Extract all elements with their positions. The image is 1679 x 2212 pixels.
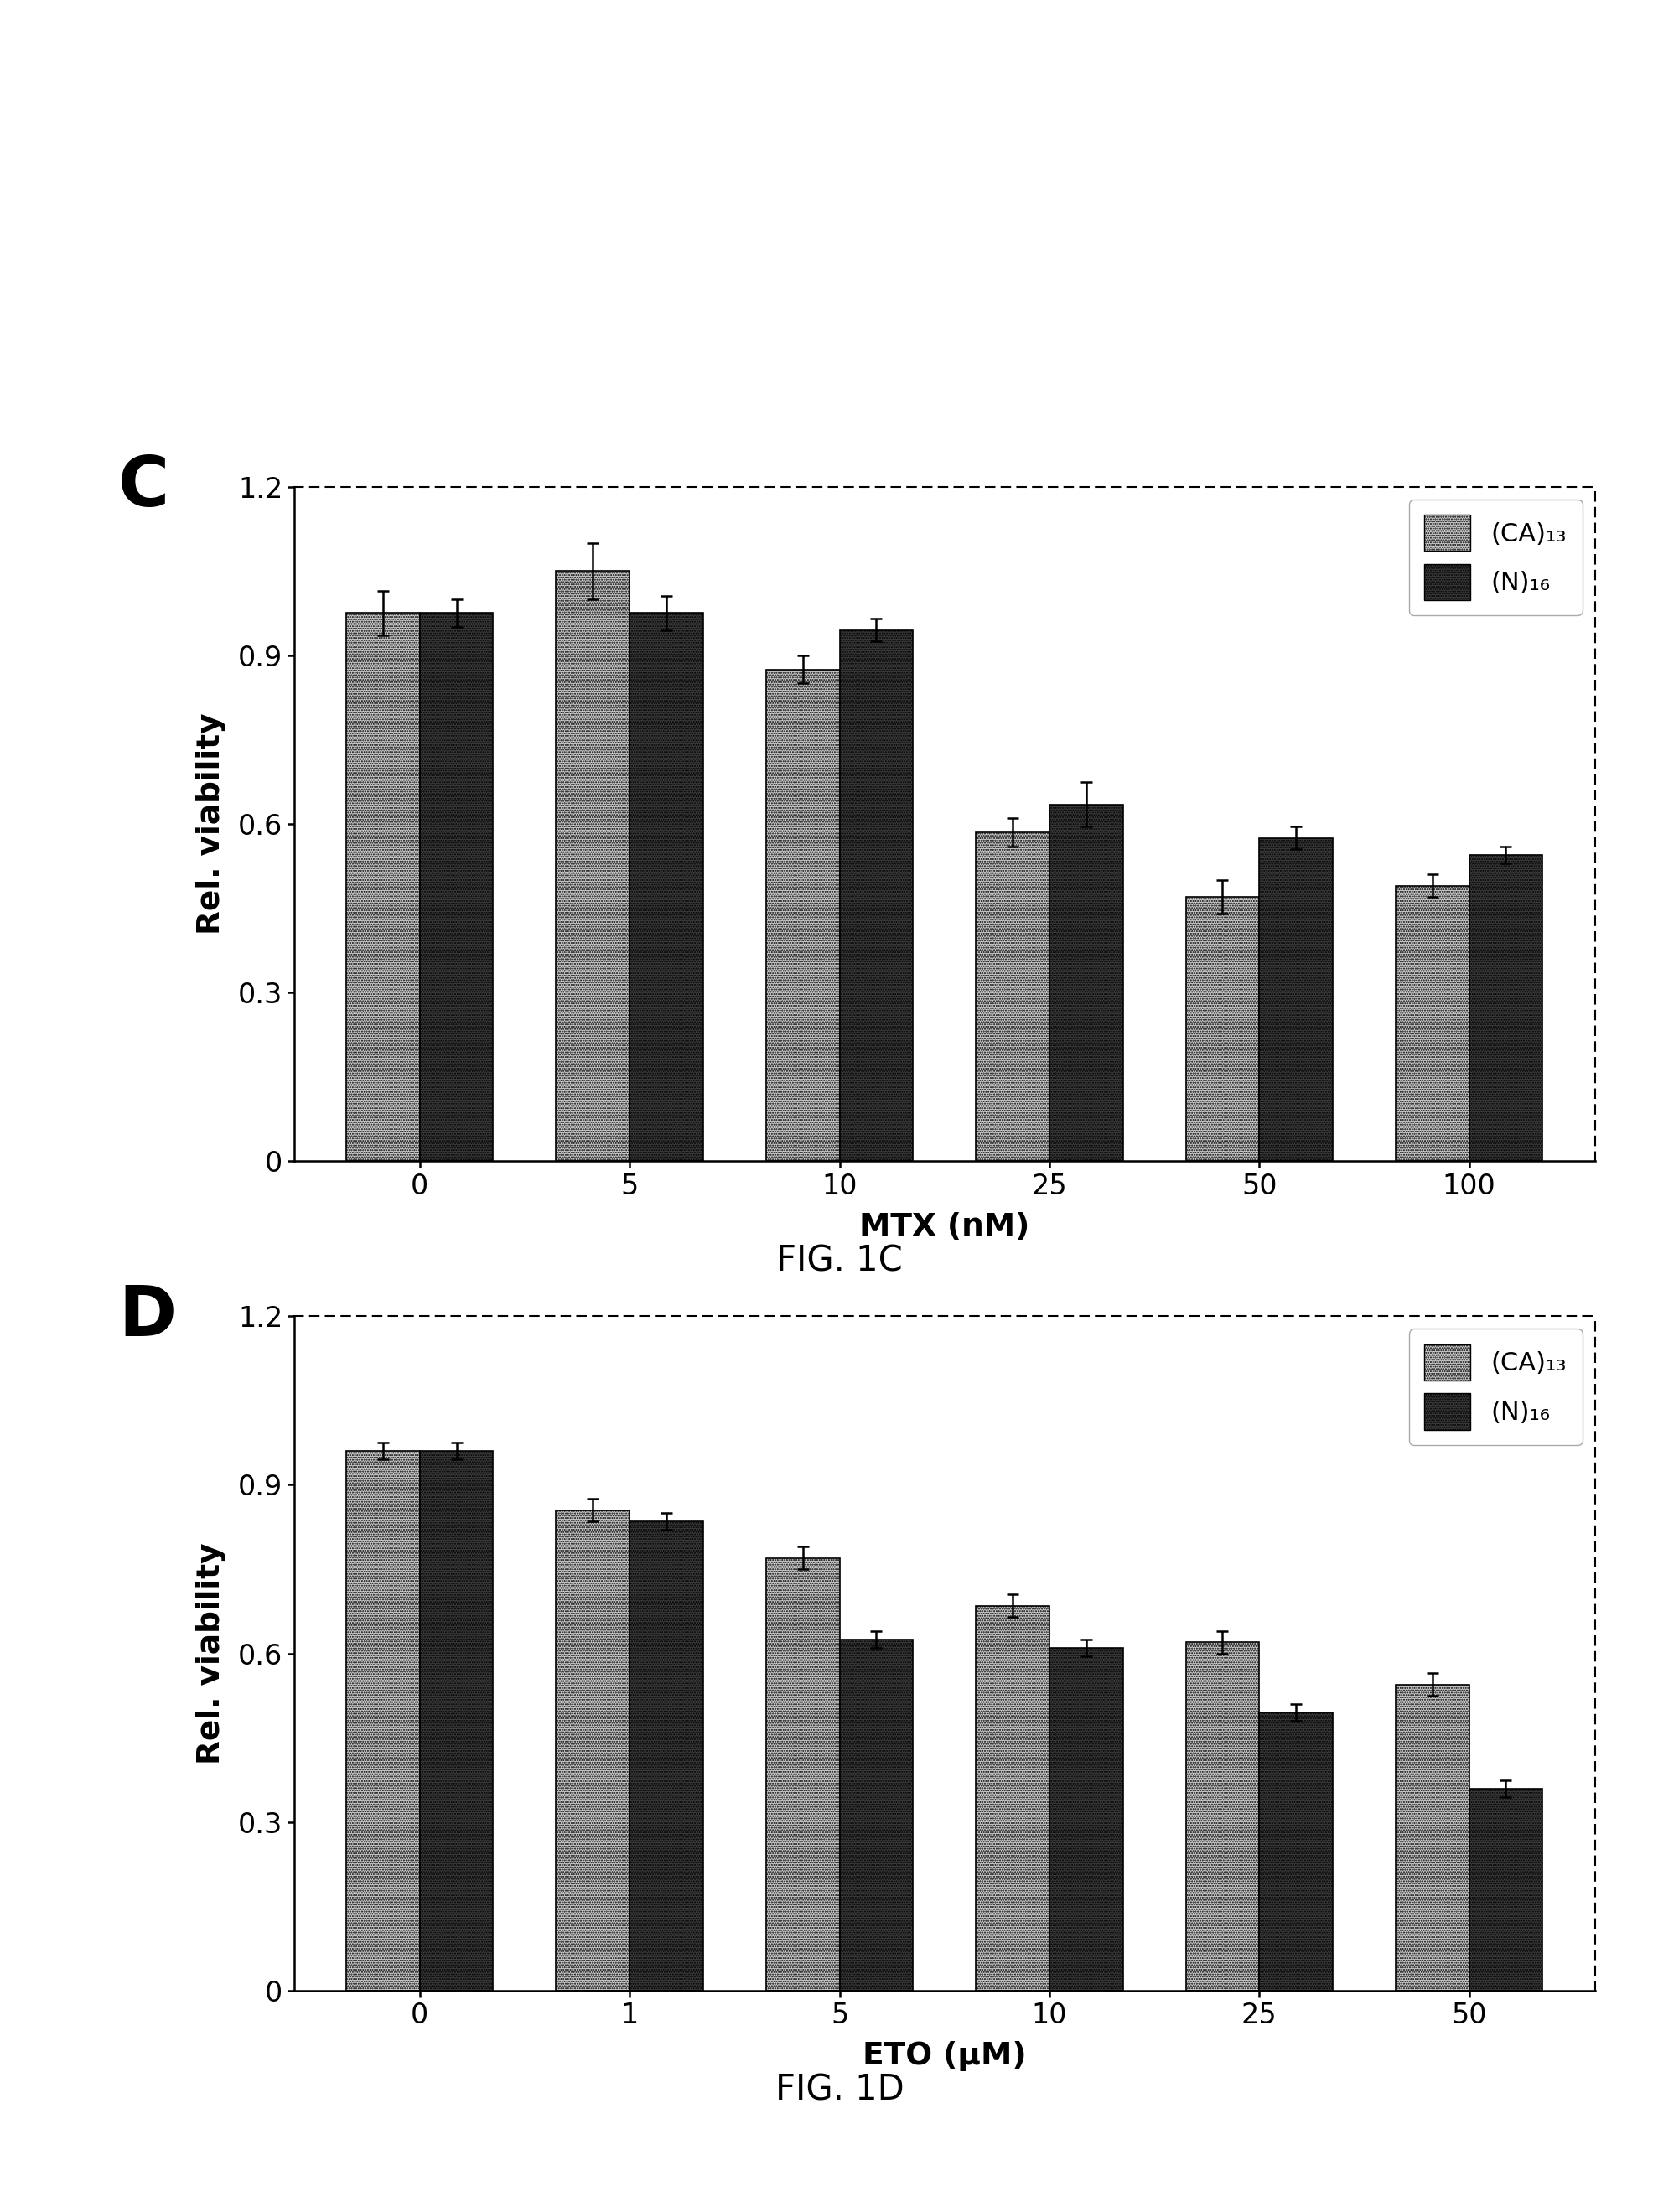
Bar bbox=[1185, 1641, 1259, 1991]
Text: C: C bbox=[118, 453, 170, 520]
Bar bbox=[1185, 898, 1259, 1161]
Bar bbox=[1395, 1683, 1469, 1991]
Bar bbox=[840, 1639, 913, 1991]
X-axis label: ETO (μM): ETO (μM) bbox=[863, 2042, 1026, 2070]
Legend: (CA)₁₃, (N)₁₆: (CA)₁₃, (N)₁₆ bbox=[1409, 1329, 1582, 1444]
Bar bbox=[630, 613, 704, 1161]
Legend: (CA)₁₃, (N)₁₆: (CA)₁₃, (N)₁₆ bbox=[1409, 500, 1582, 615]
Bar bbox=[840, 630, 913, 1161]
Bar bbox=[766, 1557, 840, 1991]
Bar bbox=[630, 1522, 704, 1991]
Text: FIG. 1D: FIG. 1D bbox=[776, 2073, 903, 2108]
Bar bbox=[1259, 1712, 1333, 1991]
Bar bbox=[766, 670, 840, 1161]
Bar bbox=[346, 1451, 420, 1991]
Bar bbox=[346, 613, 420, 1161]
Bar bbox=[1259, 838, 1333, 1161]
Text: D: D bbox=[118, 1283, 176, 1349]
X-axis label: MTX (nM): MTX (nM) bbox=[860, 1212, 1029, 1241]
Y-axis label: Rel. viability: Rel. viability bbox=[196, 712, 227, 936]
Bar bbox=[1469, 1787, 1543, 1991]
Y-axis label: Rel. viability: Rel. viability bbox=[196, 1542, 227, 1765]
Bar bbox=[1049, 1648, 1123, 1991]
Bar bbox=[1469, 854, 1543, 1161]
Bar bbox=[556, 571, 630, 1161]
Bar bbox=[975, 832, 1049, 1161]
Bar bbox=[975, 1606, 1049, 1991]
Bar bbox=[1395, 885, 1469, 1161]
Bar bbox=[1049, 805, 1123, 1161]
Bar bbox=[420, 1451, 494, 1991]
Bar bbox=[420, 613, 494, 1161]
Text: FIG. 1C: FIG. 1C bbox=[776, 1243, 903, 1279]
Bar bbox=[556, 1511, 630, 1991]
